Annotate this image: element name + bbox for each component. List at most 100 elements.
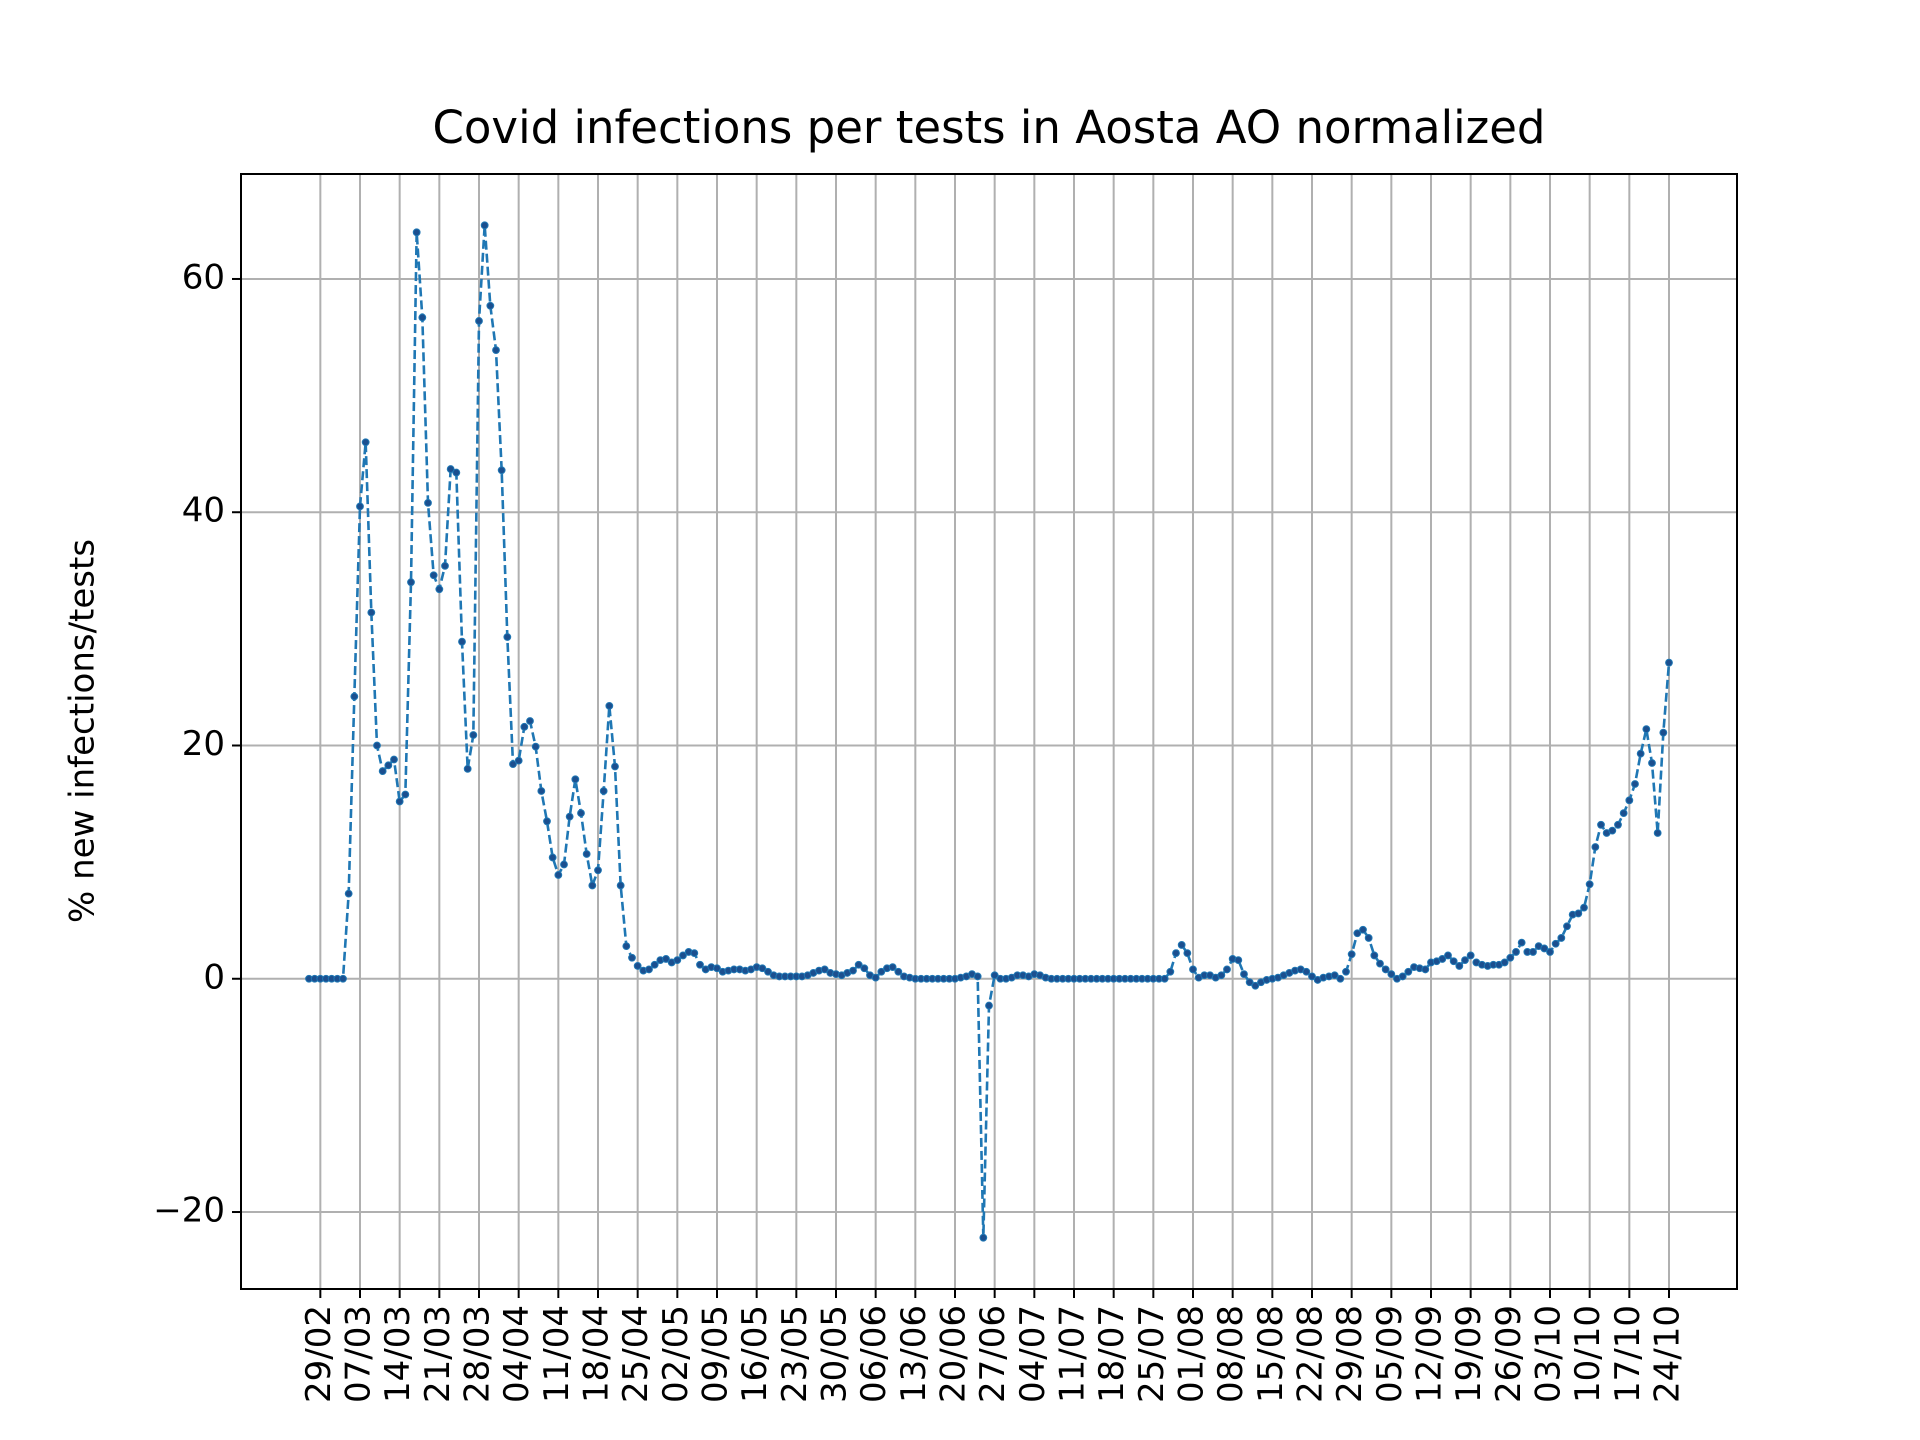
data-point <box>356 502 364 511</box>
data-point <box>820 965 829 974</box>
data-point <box>543 817 551 826</box>
data-point <box>514 756 523 765</box>
data-point <box>497 466 506 475</box>
data-point <box>390 755 398 764</box>
data-point <box>1506 953 1515 962</box>
data-point <box>1245 978 1254 987</box>
data-point <box>611 762 619 771</box>
data-point <box>1461 956 1469 964</box>
data-point <box>531 742 540 751</box>
data-point <box>1398 972 1407 981</box>
data-point <box>645 965 653 974</box>
data-point <box>990 971 999 980</box>
data-point <box>509 760 517 769</box>
data-point <box>384 761 393 770</box>
x-tick-label: 15/08 <box>1251 1305 1291 1403</box>
data-point <box>373 741 381 750</box>
x-tick-label: 17/10 <box>1608 1305 1648 1403</box>
data-point <box>758 964 767 973</box>
data-point <box>1455 962 1464 970</box>
data-point <box>418 313 427 322</box>
data-point <box>985 1001 993 1010</box>
data-point <box>599 787 608 795</box>
data-point <box>1563 922 1571 931</box>
data-point <box>1625 796 1634 805</box>
data-point <box>1172 949 1180 958</box>
data-point <box>605 701 614 710</box>
data-point <box>1540 944 1549 953</box>
data-point <box>520 722 529 731</box>
data-point <box>412 228 421 237</box>
data-point <box>571 775 580 784</box>
x-tick-label: 16/05 <box>735 1305 775 1403</box>
data-point <box>679 951 687 960</box>
x-tick-label: 29/02 <box>299 1305 339 1403</box>
data-point <box>854 960 863 969</box>
data-point <box>1330 971 1339 980</box>
data-point <box>713 964 721 973</box>
x-tick-label: 18/07 <box>1092 1305 1132 1403</box>
data-point <box>503 633 512 641</box>
data-point <box>633 962 642 970</box>
x-tick-label: 13/06 <box>894 1305 934 1403</box>
data-point <box>378 767 387 776</box>
x-tick-label: 20/06 <box>934 1305 974 1403</box>
data-point <box>1234 956 1243 964</box>
x-tick-label: 04/04 <box>497 1305 537 1403</box>
data-point <box>1636 749 1645 758</box>
data-point <box>871 973 880 982</box>
data-point <box>628 953 636 962</box>
data-point <box>339 974 347 983</box>
data-point <box>1370 951 1379 960</box>
data-point <box>1240 970 1248 978</box>
x-tick-label: 08/08 <box>1211 1305 1251 1403</box>
data-point <box>492 346 500 355</box>
data-point <box>1614 820 1622 829</box>
data-point <box>764 967 772 976</box>
data-point <box>1653 829 1662 837</box>
data-point <box>1551 939 1560 948</box>
x-tick-label: 12/09 <box>1410 1305 1450 1403</box>
data-point <box>1619 809 1628 818</box>
y-tick-label: −20 <box>153 1191 225 1231</box>
data-point <box>554 871 563 879</box>
data-point <box>1189 965 1197 974</box>
data-point <box>1166 967 1175 976</box>
data-point <box>1421 965 1430 974</box>
x-tick-label: 11/04 <box>537 1305 577 1403</box>
x-tick-label: 18/04 <box>577 1305 617 1403</box>
data-point <box>894 967 903 976</box>
data-point <box>350 692 359 701</box>
data-point <box>441 561 449 570</box>
data-point <box>548 853 557 862</box>
data-line <box>309 225 1671 1238</box>
data-point <box>1512 948 1520 956</box>
y-tick-label: 40 <box>182 491 225 531</box>
x-tick-label: 06/06 <box>854 1305 894 1403</box>
data-point <box>537 787 546 795</box>
data-point <box>1359 925 1367 934</box>
x-tick-label: 21/03 <box>418 1305 458 1403</box>
data-point <box>1438 955 1447 963</box>
data-point <box>860 964 869 973</box>
data-point <box>452 468 461 477</box>
data-point <box>1665 658 1673 667</box>
data-point <box>696 960 704 969</box>
data-point <box>1217 971 1226 980</box>
data-point <box>407 578 415 587</box>
data-point <box>475 317 483 325</box>
x-tick-label: 03/10 <box>1529 1305 1569 1403</box>
data-point <box>1648 759 1656 767</box>
data-point <box>1500 958 1509 967</box>
data-point <box>1387 970 1396 978</box>
x-tick-label: 07/03 <box>339 1305 379 1403</box>
data-point <box>1223 965 1231 974</box>
data-point <box>458 637 466 646</box>
data-point <box>1404 967 1413 976</box>
data-point <box>1574 909 1583 918</box>
data-point <box>1597 820 1605 829</box>
x-tick-label: 22/08 <box>1291 1305 1331 1403</box>
data-point <box>690 949 699 958</box>
